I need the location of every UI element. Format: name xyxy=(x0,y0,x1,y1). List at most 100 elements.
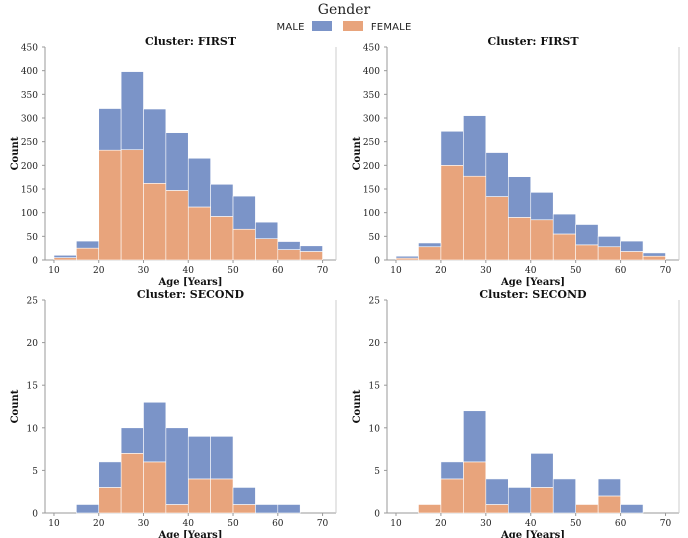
y-tick-label: 150 xyxy=(21,186,38,196)
bar-male-15 xyxy=(418,242,442,248)
y-tick-label: 10 xyxy=(369,424,381,434)
bar-female-30 xyxy=(485,504,509,514)
x-tick-label: 30 xyxy=(138,266,150,276)
bar-female-20 xyxy=(440,165,464,261)
bar-male-30 xyxy=(485,152,509,197)
x-tick-label: 20 xyxy=(93,266,105,276)
y-tick-label: 15 xyxy=(27,382,39,392)
x-tick-label: 40 xyxy=(525,266,537,276)
bar-male-55 xyxy=(255,504,279,514)
bar-female-60 xyxy=(620,251,644,261)
bar-male-50 xyxy=(232,487,256,505)
y-tick-label: 0 xyxy=(32,510,38,520)
y-tick-label: 350 xyxy=(21,91,38,101)
x-tick-label: 50 xyxy=(570,266,582,276)
bar-male-30 xyxy=(143,401,167,463)
bar-female-20 xyxy=(98,487,122,514)
y-tick-label: 0 xyxy=(32,257,38,267)
bar-female-35 xyxy=(507,217,532,261)
y-tick-label: 50 xyxy=(369,233,381,243)
bar-male-55 xyxy=(597,478,621,497)
x-tick-label: 50 xyxy=(227,519,239,529)
x-tick-label: 10 xyxy=(390,519,402,529)
bar-male-40 xyxy=(530,192,554,221)
bar-male-60 xyxy=(620,504,644,514)
y-axis-label: Count xyxy=(10,136,21,170)
bar-male-10 xyxy=(395,255,419,259)
y-tick-label: 250 xyxy=(21,138,38,148)
y-tick-label: 300 xyxy=(21,115,38,125)
y-tick-label: 0 xyxy=(374,510,380,520)
bar-female-40 xyxy=(530,219,554,261)
bar-male-30 xyxy=(143,108,167,184)
bar-female-45 xyxy=(210,216,234,261)
x-tick-label: 50 xyxy=(570,519,582,529)
x-axis-label: Age [Years] xyxy=(500,530,565,538)
panel-title: Cluster: SECOND xyxy=(479,288,587,301)
legend: MALE FEMALE xyxy=(0,21,688,33)
bar-male-25 xyxy=(120,427,144,454)
bar-female-50 xyxy=(575,244,599,261)
x-tick-label: 60 xyxy=(615,519,627,529)
bar-male-25 xyxy=(120,71,144,151)
y-tick-label: 200 xyxy=(21,162,38,172)
bar-female-30 xyxy=(143,461,167,514)
bar-female-40 xyxy=(187,478,211,514)
y-tick-label: 100 xyxy=(363,209,380,219)
bar-male-40 xyxy=(187,436,211,480)
bar-female-40 xyxy=(530,487,554,514)
bar-female-55 xyxy=(255,238,279,261)
x-tick-label: 70 xyxy=(660,519,672,529)
panel-title: Cluster: FIRST xyxy=(487,35,579,48)
x-tick-label: 20 xyxy=(435,519,447,529)
y-tick-label: 400 xyxy=(21,67,38,77)
bar-female-15 xyxy=(418,246,442,261)
bar-female-55 xyxy=(597,495,621,514)
bar-female-50 xyxy=(575,504,599,514)
x-tick-label: 20 xyxy=(435,266,447,276)
bar-male-65 xyxy=(299,245,323,252)
x-tick-label: 70 xyxy=(317,266,329,276)
bar-male-20 xyxy=(98,108,122,151)
y-tick-label: 15 xyxy=(369,382,381,392)
y-tick-label: 25 xyxy=(27,297,39,307)
legend-swatch-female xyxy=(343,21,364,31)
bar-male-30 xyxy=(485,478,509,505)
bar-male-60 xyxy=(277,241,301,250)
x-tick-label: 30 xyxy=(480,266,492,276)
bar-female-20 xyxy=(98,149,122,261)
bar-male-50 xyxy=(232,195,256,230)
y-tick-label: 300 xyxy=(363,115,380,125)
bar-male-20 xyxy=(98,461,122,488)
x-tick-label: 40 xyxy=(183,519,195,529)
bar-male-20 xyxy=(440,461,464,480)
x-tick-label: 70 xyxy=(317,519,329,529)
legend-label-female: FEMALE xyxy=(370,22,412,33)
x-tick-label: 60 xyxy=(272,266,284,276)
y-tick-label: 50 xyxy=(27,233,39,243)
chart-panel-4: 0 5 10 15 20 25 10 20 30 40 50 60 70 Cluster: SECOND A… xyxy=(352,288,680,538)
bar-female-65 xyxy=(642,255,666,261)
x-tick-label: 60 xyxy=(272,519,284,529)
x-axis-label: Age [Years] xyxy=(157,277,222,288)
x-tick-label: 10 xyxy=(48,266,60,276)
x-tick-label: 40 xyxy=(183,266,195,276)
y-tick-label: 200 xyxy=(363,162,380,172)
y-tick-label: 400 xyxy=(363,67,380,77)
y-tick-label: 350 xyxy=(363,91,380,101)
bar-male-40 xyxy=(187,157,211,208)
y-tick-label: 10 xyxy=(27,424,39,434)
bar-female-30 xyxy=(485,196,509,261)
x-axis-label: Age [Years] xyxy=(500,277,565,288)
legend-label-male: MALE xyxy=(276,22,305,33)
bar-female-50 xyxy=(232,504,256,514)
bar-male-35 xyxy=(165,132,189,191)
x-tick-label: 70 xyxy=(660,266,672,276)
bar-male-55 xyxy=(255,221,279,239)
bar-female-50 xyxy=(232,228,256,261)
bar-male-50 xyxy=(575,224,599,246)
bar-male-60 xyxy=(620,240,644,252)
x-tick-label: 30 xyxy=(138,519,150,529)
bar-male-65 xyxy=(642,252,666,257)
